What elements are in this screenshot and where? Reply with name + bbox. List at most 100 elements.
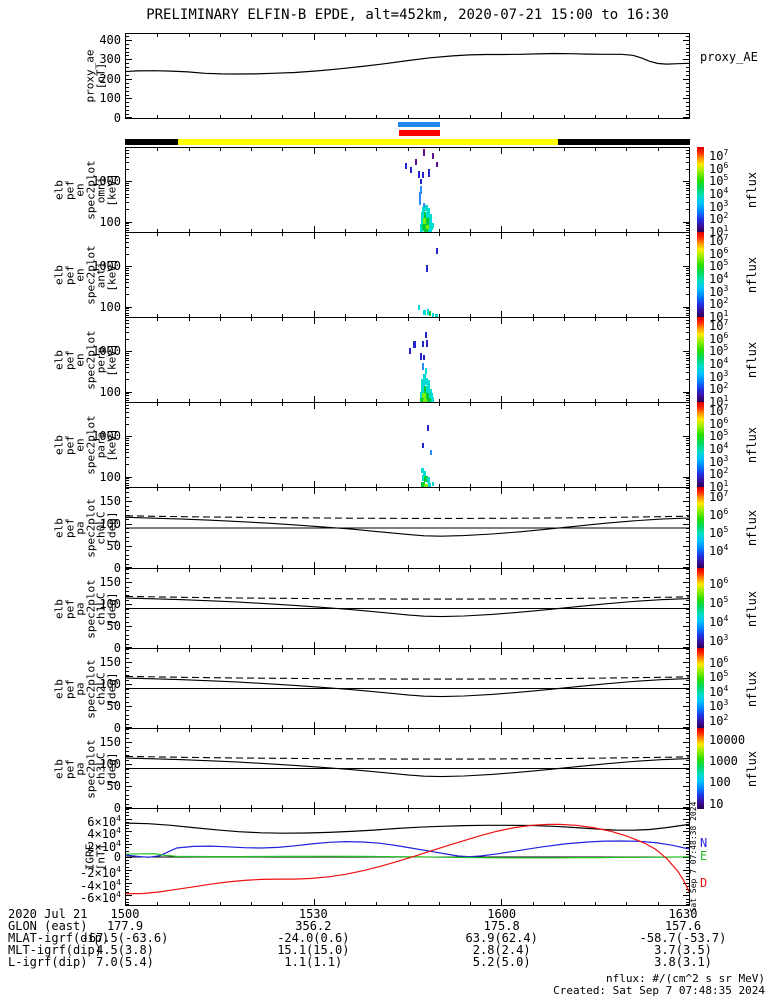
- colorbar-tick-label: 102: [709, 466, 729, 482]
- y-tick: [126, 59, 132, 60]
- ylabel-line: [keV]: [105, 343, 118, 377]
- pa-mark: [425, 762, 427, 766]
- y-tick: [686, 838, 689, 839]
- y-tick: [686, 228, 689, 229]
- y-tick: [126, 838, 129, 839]
- y-tick: [126, 647, 129, 648]
- x-tick: [564, 34, 565, 37]
- x-tick: [314, 802, 315, 808]
- y-tick: [686, 117, 689, 118]
- y-tick: [126, 183, 129, 184]
- panel-proxy_ae: [125, 33, 690, 119]
- y-tick: [126, 242, 129, 243]
- y-tick: [126, 567, 129, 568]
- x-tick: [501, 318, 502, 324]
- y-tick: [126, 36, 129, 37]
- y-tick: [686, 87, 689, 88]
- y-tick: [686, 488, 689, 489]
- losscone-lines-pa_ch1: [126, 595, 689, 618]
- y-tick: [126, 755, 129, 756]
- y-tick-label: 100: [99, 300, 121, 314]
- spec-mark: [429, 311, 431, 316]
- spec-mark: [423, 203, 425, 209]
- y-tick: [686, 751, 689, 752]
- x-tick: [189, 233, 190, 236]
- x-tick: [189, 34, 190, 37]
- spec-mark: [432, 313, 434, 317]
- x-tick: [408, 809, 409, 812]
- y-tick-label: 150: [99, 575, 121, 589]
- x-tick: [439, 725, 440, 728]
- x-tick: [658, 34, 659, 37]
- y-tick: [126, 443, 129, 444]
- colorbar-tick-label: 106: [709, 415, 729, 431]
- created-timestamp: Created: Sat Sep 7 07:48:35 2024: [553, 984, 765, 997]
- y-tick: [686, 235, 689, 236]
- y-tick: [126, 313, 129, 314]
- x-tick: [533, 484, 534, 487]
- x-tick: [533, 805, 534, 808]
- x-tick: [220, 569, 221, 572]
- x-tick: [376, 148, 377, 151]
- pa-mark: [422, 626, 423, 630]
- y-tick: [686, 684, 689, 685]
- y-tick: [686, 223, 689, 224]
- x-tick: [501, 722, 502, 728]
- y-tick: [686, 364, 689, 365]
- pa-mark: [421, 697, 423, 702]
- pa-mark: [426, 493, 428, 498]
- y-tick: [686, 353, 689, 354]
- panel-pa_ch2: [125, 648, 690, 729]
- x-tick: [408, 565, 409, 568]
- colorbar-en_omni: [697, 147, 704, 233]
- spec-mark: [420, 353, 422, 360]
- y-tick: [686, 622, 689, 623]
- spec-mark: [427, 477, 430, 483]
- y-tick: [126, 870, 129, 871]
- panel-ylabel-en_para: elb pef en spec2plot para [keV]: [53, 415, 119, 475]
- x-tick: [564, 649, 565, 652]
- x-tick: [658, 229, 659, 232]
- y-tick: [126, 860, 129, 861]
- spec-mark: [426, 340, 428, 347]
- spec-mark: [423, 310, 426, 315]
- y-tick: [686, 393, 689, 394]
- x-tick: [470, 314, 471, 317]
- y-tick: [126, 764, 129, 765]
- y-tick: [686, 150, 689, 151]
- y-tick: [126, 541, 129, 542]
- x-tick: [189, 729, 190, 732]
- y-tick: [126, 279, 129, 280]
- y-tick: [126, 79, 129, 80]
- spec-mark: [426, 393, 430, 401]
- y-tick: [686, 273, 689, 274]
- spec-mark: [421, 379, 425, 386]
- y-tick-label: 50: [106, 539, 121, 553]
- x-tick: [189, 809, 190, 812]
- x-tick: [439, 229, 440, 232]
- x-tick: [157, 34, 158, 37]
- y-tick: [683, 181, 689, 182]
- colorbar-tick-label: 101: [709, 479, 729, 494]
- x-tick: [251, 229, 252, 232]
- y-tick: [126, 323, 129, 324]
- x-tick: [439, 314, 440, 317]
- y-tick: [686, 828, 689, 829]
- spec-mark: [421, 385, 425, 392]
- x-tick: [658, 649, 659, 652]
- x-tick: [595, 649, 596, 652]
- x-tick: [501, 562, 502, 568]
- x-tick: [439, 115, 440, 118]
- y-tick: [126, 464, 129, 465]
- y-tick: [126, 786, 129, 787]
- zone-bar-blue: [397, 122, 441, 127]
- x-tick: [376, 314, 377, 317]
- spec-mark: [423, 471, 426, 476]
- time-tick-label: 1600: [487, 907, 517, 921]
- x-tick: [658, 645, 659, 648]
- panel-ylabel-igrf: IGRF [nT]: [84, 844, 108, 871]
- y-tick: [126, 587, 129, 588]
- x-tick: [501, 899, 502, 905]
- y-tick: [686, 400, 689, 401]
- y-tick: [126, 417, 129, 418]
